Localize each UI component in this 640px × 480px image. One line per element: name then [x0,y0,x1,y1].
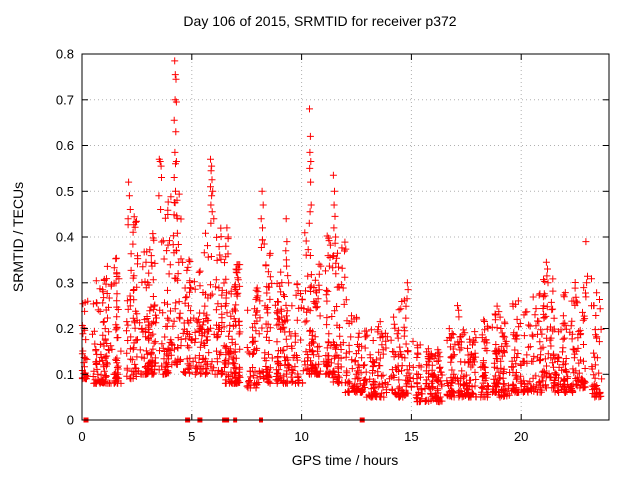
plot-border [81,53,610,421]
y-tick-labels: 0 0.1 0.2 0.3 0.4 0.5 0.6 0.7 0.8 [56,47,74,428]
svg-text:15: 15 [404,429,418,444]
svg-text:5: 5 [188,429,195,444]
axis-ticks [81,53,609,421]
x-axis-label: GPS time / hours [291,452,399,468]
svg-text:0.8: 0.8 [56,47,74,62]
svg-text:0.7: 0.7 [56,92,74,107]
svg-text:0.4: 0.4 [56,230,74,245]
x-tick-labels: 0 5 10 15 20 [78,429,528,444]
svg-text:0.5: 0.5 [56,184,74,199]
grid-lines [82,54,609,420]
svg-text:0.2: 0.2 [56,321,74,336]
svg-text:0.3: 0.3 [56,275,74,290]
scatter-points [78,57,606,406]
svg-text:20: 20 [514,429,528,444]
chart-title: Day 106 of 2015, SRMTID for receiver p37… [183,13,457,29]
svg-text:0: 0 [78,429,85,444]
svg-text:0.6: 0.6 [56,138,74,153]
svg-text:0.1: 0.1 [56,367,74,382]
svg-text:10: 10 [294,429,308,444]
svg-text:0: 0 [67,413,74,428]
